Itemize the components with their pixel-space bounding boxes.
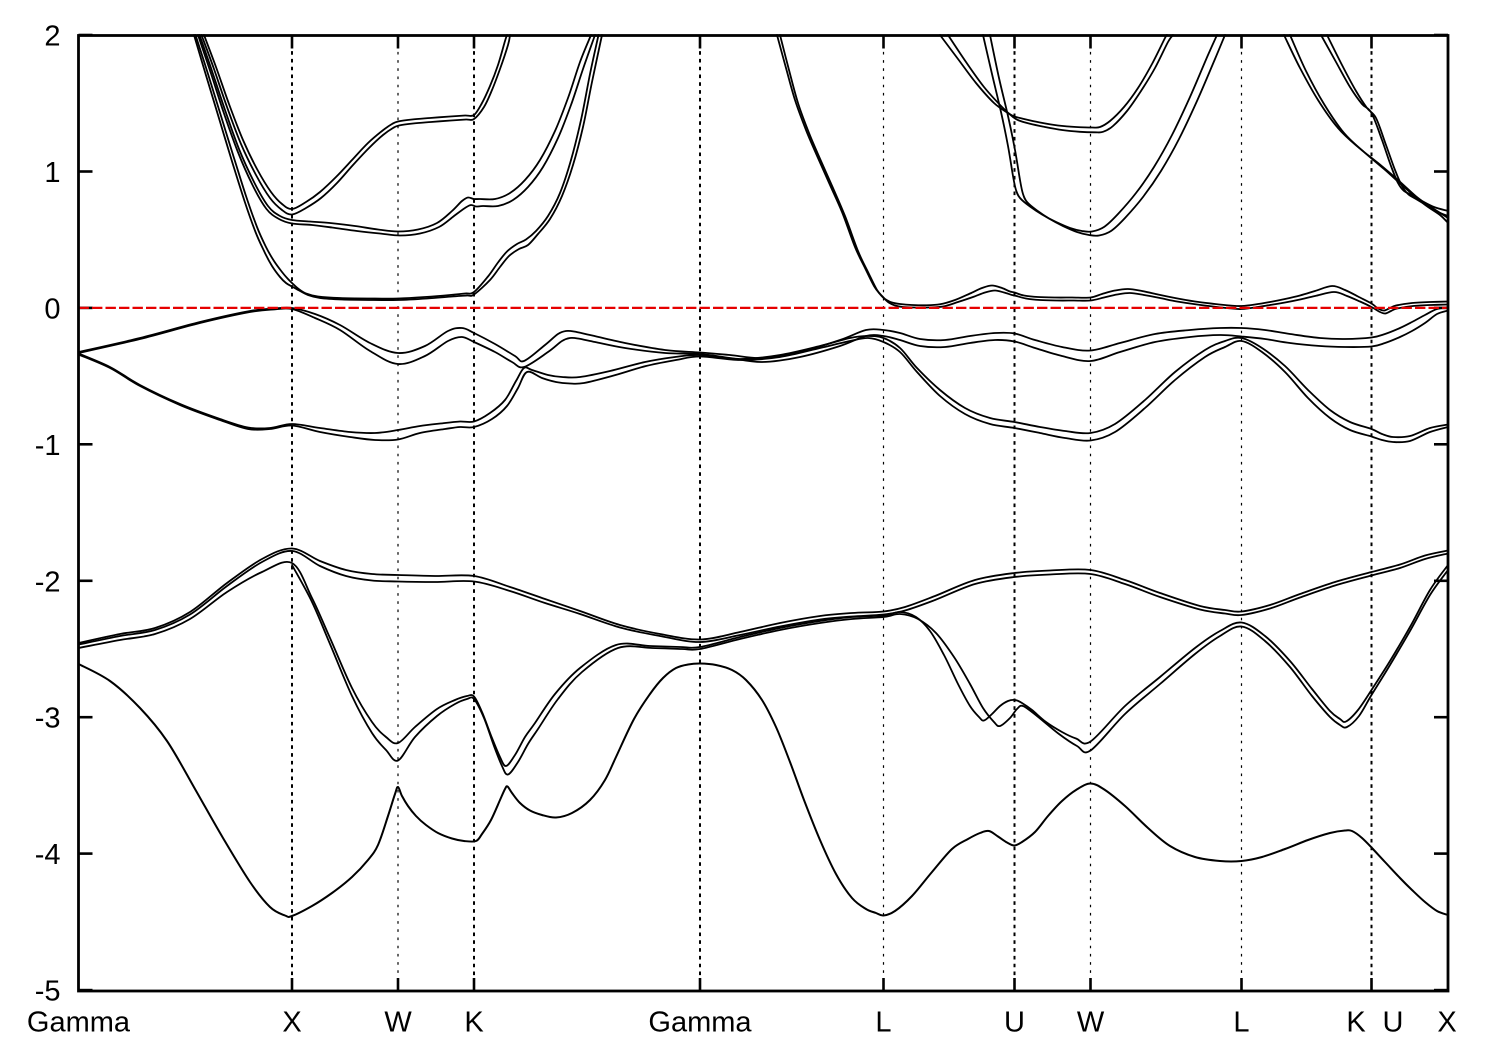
svg-text:Gamma: Gamma	[648, 1007, 752, 1039]
svg-text:X: X	[282, 1007, 301, 1039]
svg-text:0: 0	[44, 293, 60, 325]
svg-text:X: X	[1437, 1007, 1456, 1039]
svg-text:L: L	[1233, 1007, 1249, 1039]
svg-text:U: U	[1383, 1007, 1404, 1039]
svg-text:-2: -2	[35, 566, 61, 598]
svg-text:2: 2	[44, 21, 60, 53]
svg-text:U: U	[1004, 1007, 1025, 1039]
svg-text:K: K	[464, 1007, 484, 1039]
svg-text:-4: -4	[35, 839, 61, 871]
svg-text:L: L	[875, 1007, 891, 1039]
svg-text:W: W	[1077, 1007, 1105, 1039]
svg-text:-3: -3	[35, 703, 61, 735]
svg-text:W: W	[384, 1007, 412, 1039]
svg-text:Gamma: Gamma	[27, 1007, 131, 1039]
svg-text:-1: -1	[35, 430, 61, 462]
svg-text:K: K	[1346, 1007, 1366, 1039]
svg-text:1: 1	[44, 157, 60, 189]
svg-text:-5: -5	[35, 976, 61, 1008]
